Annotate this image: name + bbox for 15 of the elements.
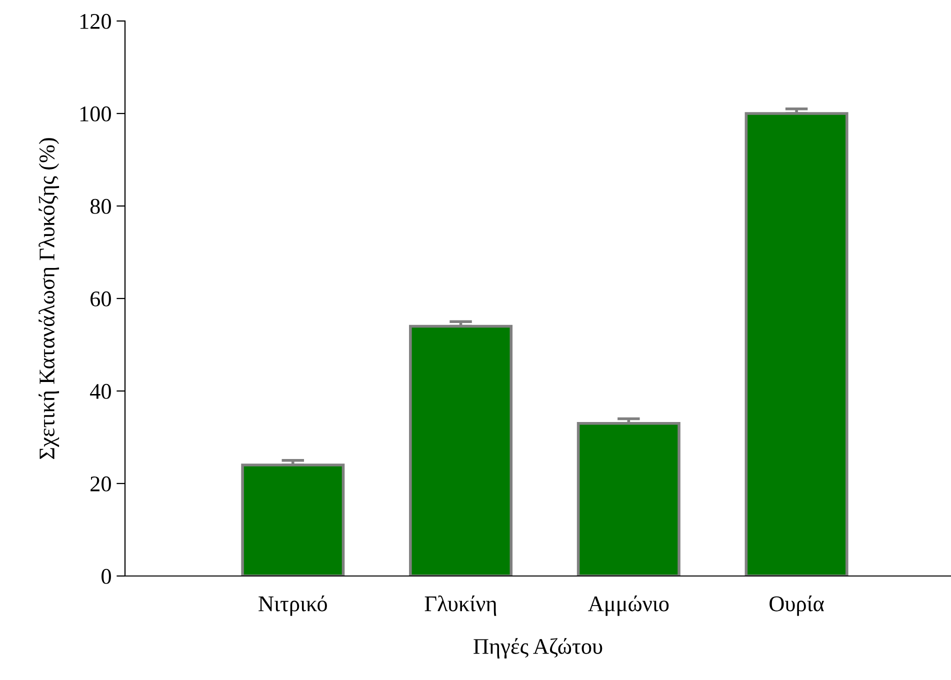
x-tick-label: Νιτρικό [258, 595, 327, 616]
x-tick-label: Γλυκίνη [424, 595, 496, 616]
y-tick-label: 80 [90, 198, 111, 214]
y-tick-label: 120 [80, 14, 111, 29]
bar [409, 324, 513, 576]
y-tick-label: 100 [80, 106, 111, 122]
x-tick-label: Ουρία [770, 595, 824, 616]
y-tick-label: 20 [90, 476, 111, 492]
bar [576, 422, 680, 576]
x-axis-title: Πηγές Αζώτου [474, 638, 602, 658]
y-tick-label: 0 [102, 568, 111, 584]
y-axis-title: Σχετική Κατανάλωση Γλυκόζης (%) [38, 138, 60, 460]
y-tick-label: 40 [90, 384, 111, 399]
y-tick-label: 60 [90, 291, 111, 306]
x-tick-label: Αμμώνιο [588, 595, 669, 616]
